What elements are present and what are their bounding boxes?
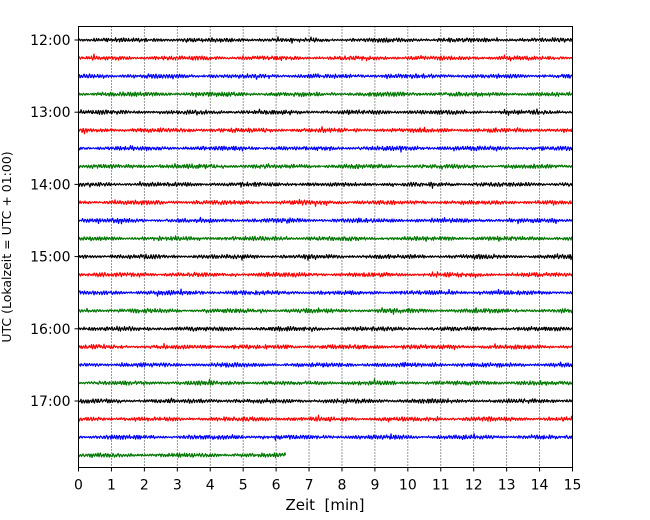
x-tick-label: 0 [74, 478, 83, 494]
x-tick-label: 12 [465, 478, 483, 494]
y-tick-label: 16:00 [30, 322, 70, 338]
y-tick-label: 17:00 [30, 394, 70, 410]
x-tick-label: 7 [305, 478, 314, 494]
trace-1745 [77, 452, 287, 459]
trace-1400 [77, 181, 573, 189]
plot-frame [78, 26, 573, 468]
trace-1515 [77, 271, 573, 279]
x-tick-label: 6 [272, 478, 281, 494]
x-tick-label: 15 [564, 478, 582, 494]
x-tick-label: 11 [432, 478, 450, 494]
x-tick-label: 2 [140, 478, 149, 494]
trace-1330 [78, 145, 574, 153]
x-tick-label: 14 [531, 478, 549, 494]
plot-area [78, 26, 573, 468]
x-tick-label: 9 [370, 478, 379, 494]
y-tick-label: 15:00 [30, 250, 70, 266]
y-axis-label: UTC (Lokalzeit = UTC + 01:00) [0, 151, 14, 342]
trace-1530 [78, 288, 573, 297]
trace-1630 [77, 361, 574, 368]
x-tick-label: 1 [107, 478, 116, 494]
x-axis-label: Zeit [min] [285, 496, 364, 514]
trace-1700 [77, 397, 573, 404]
trace-1545 [78, 307, 574, 315]
trace-1230 [78, 73, 574, 80]
x-tick-label: 10 [399, 478, 417, 494]
x-tick-label: 13 [498, 478, 516, 494]
trace-1600 [78, 325, 574, 333]
trace-1445 [77, 235, 574, 242]
trace-1245 [78, 91, 574, 98]
y-tick-label: 13:00 [30, 105, 70, 121]
trace-1645 [78, 378, 574, 386]
y-axis-ticks: 12:00 13:00 14:00 15:00 16:00 17:00 [30, 33, 79, 410]
x-tick-label: 5 [239, 478, 248, 494]
trace-1500 [77, 253, 574, 261]
trace-1300 [78, 108, 573, 116]
trace-1715 [77, 414, 574, 423]
y-tick-label: 14:00 [30, 177, 70, 193]
trace-1415 [78, 198, 574, 207]
trace-1315 [77, 126, 573, 135]
y-tick-label: 12:00 [30, 33, 70, 49]
trace-1345 [77, 163, 574, 170]
x-tick-label: 4 [206, 478, 215, 494]
trace-group [77, 36, 574, 459]
x-axis-ticks: 0 1 2 3 4 5 6 7 8 9 10 11 12 13 14 15 [74, 467, 582, 494]
trace-1200 [78, 36, 573, 44]
x-tick-label: 3 [173, 478, 182, 494]
x-tick-label: 8 [338, 478, 347, 494]
trace-1215 [78, 53, 573, 62]
trace-1615 [78, 342, 574, 351]
trace-1430 [78, 216, 573, 225]
trace-1730 [77, 433, 573, 441]
